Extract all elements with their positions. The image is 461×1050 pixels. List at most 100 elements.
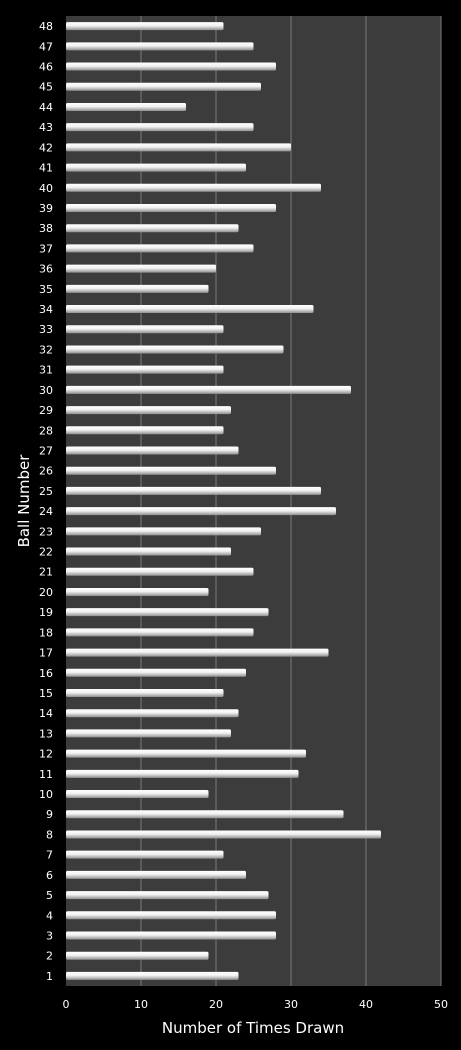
bar — [66, 426, 224, 435]
bar — [66, 951, 209, 960]
bar — [66, 406, 231, 415]
bar — [66, 264, 216, 273]
y-tick-label: 27 — [39, 444, 53, 457]
bar — [66, 244, 254, 253]
bar — [66, 203, 276, 212]
bar — [66, 224, 239, 233]
y-tick-label: 30 — [39, 384, 53, 397]
x-tick-label: 50 — [434, 998, 448, 1011]
y-tick-label: 22 — [39, 546, 53, 559]
y-tick-label: 39 — [39, 202, 53, 215]
y-tick-label: 31 — [39, 364, 53, 377]
bar — [66, 123, 254, 132]
y-tick-label: 15 — [39, 687, 53, 700]
x-tick-label: 20 — [209, 998, 223, 1011]
y-tick-label: 4 — [46, 909, 53, 922]
y-tick-label: 20 — [39, 586, 53, 599]
bars — [66, 22, 381, 980]
y-tick-label: 44 — [39, 101, 53, 114]
y-tick-label: 47 — [39, 40, 53, 53]
y-tick-label: 9 — [46, 808, 53, 821]
y-tick-label: 7 — [46, 849, 53, 862]
y-tick-label: 18 — [39, 626, 53, 639]
bar — [66, 102, 186, 111]
y-tick-label: 43 — [39, 121, 53, 134]
bar — [66, 507, 336, 516]
bar — [66, 749, 306, 758]
plot-area — [66, 16, 441, 986]
y-tick-label: 45 — [39, 81, 53, 94]
bar — [66, 648, 329, 657]
y-tick-label: 29 — [39, 404, 53, 417]
y-tick-label: 1 — [46, 970, 53, 983]
y-tick-label: 46 — [39, 61, 53, 74]
bar — [66, 830, 381, 839]
x-tick-labels: 0 10 20 30 40 50 — [63, 998, 449, 1011]
y-tick-label: 35 — [39, 283, 53, 296]
bar — [66, 183, 321, 192]
x-axis-title: Number of Times Drawn — [162, 1019, 344, 1037]
bar — [66, 385, 351, 394]
y-tick-label: 8 — [46, 828, 53, 841]
y-tick-label: 16 — [39, 667, 53, 680]
bar — [66, 22, 224, 31]
y-tick-label: 26 — [39, 465, 53, 478]
y-tick-label: 37 — [39, 242, 53, 255]
bar — [66, 628, 254, 637]
y-tick-label: 48 — [39, 20, 53, 33]
bar — [66, 466, 276, 475]
bar — [66, 62, 276, 71]
y-tick-label: 41 — [39, 162, 53, 175]
bar — [66, 709, 239, 718]
x-tick-label: 0 — [63, 998, 70, 1011]
bar — [66, 769, 299, 778]
y-tick-label: 38 — [39, 222, 53, 235]
y-tick-labels: 1234567891011121314151617181920212223242… — [39, 20, 53, 983]
bar — [66, 971, 239, 980]
bar — [66, 911, 276, 920]
bar — [66, 931, 276, 940]
y-tick-label: 21 — [39, 566, 53, 579]
y-tick-label: 25 — [39, 485, 53, 498]
y-tick-label: 19 — [39, 606, 53, 619]
bar — [66, 870, 246, 879]
gridlines — [140, 16, 442, 986]
y-tick-label: 42 — [39, 141, 53, 154]
bar — [66, 42, 254, 51]
bar — [66, 446, 239, 455]
bar — [66, 587, 209, 596]
bar — [66, 365, 224, 374]
y-tick-label: 10 — [39, 788, 53, 801]
y-tick-label: 36 — [39, 263, 53, 276]
x-tick-label: 40 — [359, 998, 373, 1011]
y-tick-label: 28 — [39, 424, 53, 437]
y-tick-label: 34 — [39, 303, 53, 316]
bar — [66, 608, 269, 617]
y-tick-label: 2 — [46, 950, 53, 963]
bar — [66, 668, 246, 677]
bar — [66, 850, 224, 859]
y-tick-label: 24 — [39, 505, 53, 518]
y-tick-label: 3 — [46, 929, 53, 942]
bar — [66, 163, 246, 172]
y-tick-label: 40 — [39, 182, 53, 195]
y-tick-label: 33 — [39, 323, 53, 336]
bar — [66, 305, 314, 314]
y-tick-label: 23 — [39, 525, 53, 538]
y-tick-label: 5 — [46, 889, 53, 902]
bar — [66, 891, 269, 900]
x-tick-label: 30 — [284, 998, 298, 1011]
bar — [66, 688, 224, 697]
bar — [66, 729, 231, 738]
y-tick-label: 14 — [39, 707, 53, 720]
bar — [66, 325, 224, 334]
bar — [66, 284, 209, 293]
y-tick-label: 32 — [39, 343, 53, 356]
bar — [66, 345, 284, 354]
bar — [66, 810, 344, 819]
bar — [66, 790, 209, 799]
y-tick-label: 17 — [39, 647, 53, 660]
bar — [66, 527, 261, 536]
y-tick-label: 13 — [39, 727, 53, 740]
